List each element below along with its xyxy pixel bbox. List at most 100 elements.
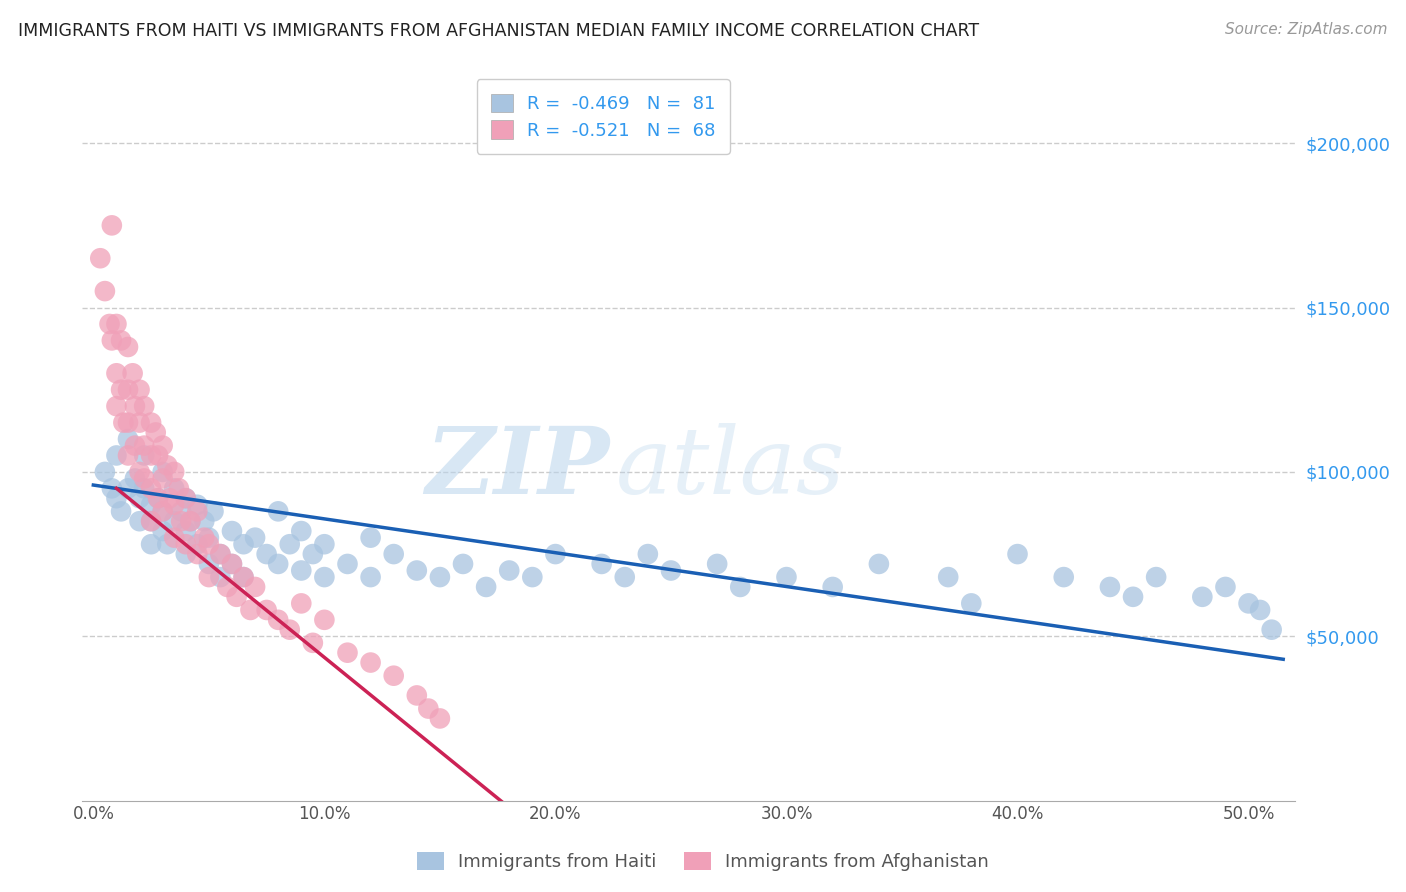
Point	[152, 524, 174, 538]
Point	[167, 481, 190, 495]
Point	[221, 557, 243, 571]
Point	[360, 570, 382, 584]
Point	[202, 504, 225, 518]
Point	[174, 547, 197, 561]
Point	[174, 491, 197, 506]
Point	[382, 669, 405, 683]
Point	[139, 498, 162, 512]
Point	[152, 504, 174, 518]
Point	[152, 439, 174, 453]
Point	[775, 570, 797, 584]
Point	[146, 491, 169, 506]
Point	[336, 646, 359, 660]
Text: IMMIGRANTS FROM HAITI VS IMMIGRANTS FROM AFGHANISTAN MEDIAN FAMILY INCOME CORREL: IMMIGRANTS FROM HAITI VS IMMIGRANTS FROM…	[18, 22, 980, 40]
Point	[139, 514, 162, 528]
Point	[105, 449, 128, 463]
Point	[382, 547, 405, 561]
Point	[117, 449, 139, 463]
Point	[278, 623, 301, 637]
Point	[267, 613, 290, 627]
Point	[405, 564, 427, 578]
Point	[302, 547, 325, 561]
Point	[591, 557, 613, 571]
Point	[146, 491, 169, 506]
Point	[128, 491, 150, 506]
Point	[936, 570, 959, 584]
Text: Source: ZipAtlas.com: Source: ZipAtlas.com	[1225, 22, 1388, 37]
Point	[405, 689, 427, 703]
Point	[134, 449, 156, 463]
Point	[170, 504, 193, 518]
Point	[418, 701, 440, 715]
Point	[217, 580, 239, 594]
Point	[360, 531, 382, 545]
Point	[124, 471, 146, 485]
Point	[139, 449, 162, 463]
Point	[336, 557, 359, 571]
Point	[198, 531, 221, 545]
Point	[105, 317, 128, 331]
Point	[221, 557, 243, 571]
Point	[179, 514, 201, 528]
Point	[868, 557, 890, 571]
Point	[186, 504, 208, 518]
Point	[134, 399, 156, 413]
Point	[613, 570, 636, 584]
Point	[145, 425, 167, 440]
Point	[302, 636, 325, 650]
Point	[174, 537, 197, 551]
Point	[198, 537, 221, 551]
Point	[232, 570, 254, 584]
Point	[110, 504, 132, 518]
Point	[163, 498, 186, 512]
Point	[101, 334, 124, 348]
Point	[124, 439, 146, 453]
Point	[429, 711, 451, 725]
Point	[105, 491, 128, 506]
Point	[1007, 547, 1029, 561]
Point	[256, 547, 278, 561]
Point	[146, 449, 169, 463]
Point	[1191, 590, 1213, 604]
Point	[659, 564, 682, 578]
Point	[186, 547, 208, 561]
Point	[209, 547, 232, 561]
Point	[278, 537, 301, 551]
Point	[1053, 570, 1076, 584]
Point	[117, 432, 139, 446]
Point	[117, 481, 139, 495]
Point	[121, 366, 143, 380]
Point	[193, 531, 215, 545]
Point	[94, 284, 117, 298]
Point	[105, 366, 128, 380]
Point	[134, 471, 156, 485]
Point	[637, 547, 659, 561]
Point	[198, 570, 221, 584]
Point	[209, 547, 232, 561]
Point	[186, 498, 208, 512]
Point	[730, 580, 752, 594]
Point	[163, 465, 186, 479]
Point	[267, 504, 290, 518]
Point	[110, 334, 132, 348]
Point	[112, 416, 135, 430]
Point	[152, 465, 174, 479]
Point	[290, 564, 312, 578]
Point	[475, 580, 498, 594]
Point	[256, 603, 278, 617]
Point	[94, 465, 117, 479]
Point	[209, 570, 232, 584]
Point	[117, 340, 139, 354]
Point	[152, 471, 174, 485]
Point	[139, 416, 162, 430]
Point	[1144, 570, 1167, 584]
Point	[128, 416, 150, 430]
Point	[451, 557, 474, 571]
Point	[314, 570, 336, 584]
Point	[232, 570, 254, 584]
Point	[163, 531, 186, 545]
Text: atlas: atlas	[616, 423, 845, 513]
Point	[156, 537, 179, 551]
Point	[124, 399, 146, 413]
Point	[101, 481, 124, 495]
